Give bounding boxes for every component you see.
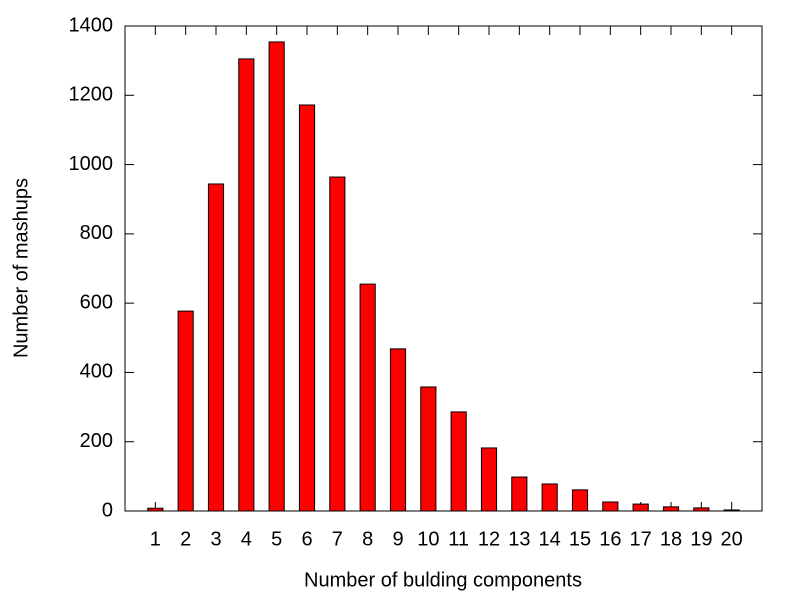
bar xyxy=(511,476,528,512)
x-tick-label: 4 xyxy=(241,528,252,550)
x-tick-label: 9 xyxy=(392,528,403,550)
bar xyxy=(662,506,680,512)
bar xyxy=(268,41,285,512)
bar xyxy=(541,483,558,512)
x-axis-label: Number of bulding components xyxy=(304,569,582,591)
bar xyxy=(207,183,225,512)
bar xyxy=(480,447,498,512)
x-tick-label: 10 xyxy=(417,528,439,550)
x-tick-label: 16 xyxy=(599,528,621,550)
y-tick-label: 1000 xyxy=(69,153,114,175)
x-tick-label: 12 xyxy=(478,528,500,550)
bar xyxy=(420,386,437,512)
bar xyxy=(177,310,194,512)
x-tick-label: 5 xyxy=(271,528,282,550)
bar xyxy=(359,283,376,512)
x-tick-label: 11 xyxy=(448,528,469,550)
x-tick-label: 14 xyxy=(539,528,561,550)
y-tick-label: 400 xyxy=(80,361,113,383)
y-tick-label: 800 xyxy=(80,222,113,244)
x-tick-label: 17 xyxy=(630,528,652,550)
y-tick-label: 600 xyxy=(80,291,113,313)
bar xyxy=(602,501,619,512)
bar xyxy=(450,411,467,512)
x-tick-label: 1 xyxy=(150,528,161,550)
x-tick-label: 8 xyxy=(362,528,373,550)
bar xyxy=(389,348,407,512)
x-tick-label: 6 xyxy=(301,528,312,550)
y-axis-label: Number of mashups xyxy=(10,178,32,358)
x-tick-label: 18 xyxy=(660,528,682,550)
bar xyxy=(329,176,346,512)
y-tick-label: 0 xyxy=(102,499,113,521)
bar xyxy=(571,489,589,512)
y-tick-label: 1200 xyxy=(69,84,114,106)
bar xyxy=(298,104,316,512)
x-tick-label: 2 xyxy=(180,528,191,550)
bar xyxy=(632,503,649,512)
bar xyxy=(238,58,255,512)
x-tick-label: 13 xyxy=(508,528,530,550)
x-tick-label: 3 xyxy=(210,528,221,550)
x-tick-label: 20 xyxy=(721,528,743,550)
x-tick-label: 7 xyxy=(332,528,343,550)
y-tick-label: 200 xyxy=(80,430,113,452)
x-tick-label: 19 xyxy=(690,528,712,550)
y-tick-label: 1400 xyxy=(69,14,114,36)
plot-border xyxy=(124,25,763,512)
x-tick-label: 15 xyxy=(569,528,591,550)
